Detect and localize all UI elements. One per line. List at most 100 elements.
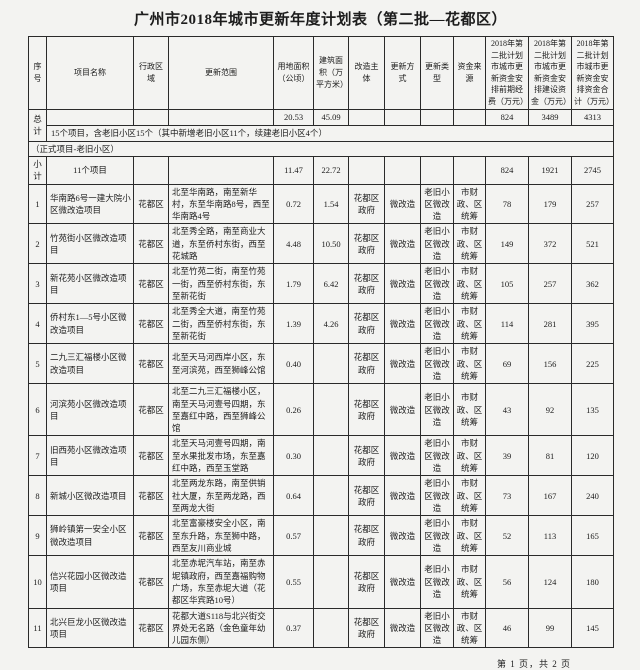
cell-scope: 北至富豪楼安全小区，南至东升路，东至狮中路，西至友川商业城 — [168, 515, 274, 557]
cell-land: 0.72 — [273, 183, 314, 225]
table-row: 3 新花苑小区微改造项目 花都区 北至竹苑二街，南至竹苑一街，西至侨村东街，东至新花街… — [28, 263, 614, 305]
total-pre-fund: 824 — [485, 108, 529, 126]
col-header-total-fund: 2018年第二批计划市城市更新资金安排资金合计（万元） — [571, 36, 614, 110]
page-title: 广州市2018年城市更新年度计划表（第二批—花都区） — [133, 12, 507, 28]
cell-name: 狮岭镇第一安全小区微改造项目 — [46, 515, 134, 557]
cell-no: 6 — [28, 383, 47, 437]
table-row: 5 二九三汇福楼小区微改造项目 花都区 北至天马河西岸小区，东至河滨苑，西至狮峰公馆 0… — [28, 343, 614, 385]
cell-construction: 372 — [528, 223, 572, 265]
cell-method: 微改造 — [384, 223, 421, 265]
cell-land: 0.30 — [273, 435, 314, 477]
cell-scope: 北至华南路，南至新华村，东至华南路8号，西至华南路4号 — [168, 183, 274, 225]
cell-fund: 市财政、区统筹 — [453, 183, 486, 225]
cell-scope: 北至天马河壹号四期，南至水果批发市场，东至嘉红中路，西至玉堂路 — [168, 435, 274, 477]
cell-body: 花都区政府 — [348, 343, 385, 385]
cell-region: 花都区 — [133, 435, 169, 477]
cell-land: 0.55 — [273, 555, 314, 609]
cell-total: 240 — [571, 475, 614, 517]
cell-type: 老旧小区微改造 — [420, 183, 454, 225]
cell-total: 145 — [571, 607, 614, 649]
table-row: 7 旧西苑小区微改造项目 花都区 北至天马河壹号四期，南至水果批发市场，东至嘉红中路，… — [28, 435, 614, 477]
subtotal-name: 11个项目 — [46, 155, 134, 185]
subtotal-build: 22.72 — [313, 155, 349, 185]
cell-pre: 73 — [485, 475, 529, 517]
cell-method: 微改造 — [384, 303, 421, 345]
cell-land: 1.39 — [273, 303, 314, 345]
cell-type: 老旧小区微改造 — [420, 475, 454, 517]
col-header-region: 行政区域 — [133, 36, 169, 110]
cell-no: 10 — [28, 555, 47, 609]
header-row: 序号 项目名称 行政区域 更新范围 用地面积（公顷） 建筑面积（万平方米） 改造… — [28, 36, 614, 110]
cell-method: 微改造 — [384, 263, 421, 305]
cell-total: 362 — [571, 263, 614, 305]
cell-no: 4 — [28, 303, 47, 345]
cell-scope: 北至赤坭汽车站，南至赤坭镇政府，西至嘉福购物广场，东至赤坭大道（花都区华宾路10… — [168, 555, 274, 609]
cell-method: 微改造 — [384, 343, 421, 385]
cell-pre: 69 — [485, 343, 529, 385]
cell-construction: 124 — [528, 555, 572, 609]
table-body: 1 华南路6号一建大院小区微改造项目 花都区 北至华南路，南至新华村，东至华南路8号，… — [28, 183, 614, 649]
cell-construction: 257 — [528, 263, 572, 305]
plan-table: 序号 项目名称 行政区域 更新范围 用地面积（公顷） 建筑面积（万平方米） 改造… — [28, 36, 614, 649]
table-row: 8 新城小区微改造项目 花都区 北至两龙东路，南至供销社大厦，东至两龙路，西至两龙大街… — [28, 475, 614, 517]
cell-no: 1 — [28, 183, 47, 225]
cell-build: 6.42 — [313, 263, 349, 305]
table-row: 2 竹苑街小区微改造项目 花都区 北至秀全路，南至商业大道，东至侨村东街，西至花城路 4… — [28, 223, 614, 265]
cell-build: 1.54 — [313, 183, 349, 225]
cell-construction: 156 — [528, 343, 572, 385]
cell-total: 165 — [571, 515, 614, 557]
cell-type: 老旧小区微改造 — [420, 515, 454, 557]
cell-scope: 北至天马河西岸小区，东至河滨苑，西至狮峰公馆 — [168, 343, 274, 385]
cell-build — [313, 475, 349, 517]
cell-build — [313, 343, 349, 385]
cell-scope: 北至竹苑二街，南至竹苑一街，西至侨村东街，东至新花街 — [168, 263, 274, 305]
cell-total: 257 — [571, 183, 614, 225]
cell-region: 花都区 — [133, 515, 169, 557]
cell-no: 5 — [28, 343, 47, 385]
cell-build: 4.26 — [313, 303, 349, 345]
cell-total: 521 — [571, 223, 614, 265]
subtotal-land: 11.47 — [273, 155, 314, 185]
cell-name: 北兴巨龙小区微改造项目 — [46, 607, 134, 649]
cell-fund: 市财政、区统筹 — [453, 343, 486, 385]
cell-type: 老旧小区微改造 — [420, 223, 454, 265]
cell-body: 花都区政府 — [348, 515, 385, 557]
cell-scope: 北至秀全路，南至商业大道，东至侨村东街，西至花城路 — [168, 223, 274, 265]
cell-land: 0.57 — [273, 515, 314, 557]
cell-build — [313, 555, 349, 609]
subtotal-fund-sum: 2745 — [571, 155, 614, 185]
cell-name: 新城小区微改造项目 — [46, 475, 134, 517]
cell-no: 9 — [28, 515, 47, 557]
cell-method: 微改造 — [384, 607, 421, 649]
cell-scope: 北至秀全大道，南至竹苑二街，西至侨村东街，东至新花街 — [168, 303, 274, 345]
cell-fund: 市财政、区统筹 — [453, 607, 486, 649]
cell-name: 旧西苑小区微改造项目 — [46, 435, 134, 477]
cell-type: 老旧小区微改造 — [420, 263, 454, 305]
table-row: 10 信兴花园小区微改造项目 花都区 北至赤坭汽车站，南至赤坭镇政府，西至嘉福购物广场… — [28, 555, 614, 609]
cell-total: 395 — [571, 303, 614, 345]
cell-scope: 北至两龙东路，南至供销社大厦，东至两龙路，西至两龙大街 — [168, 475, 274, 517]
cell-body: 花都区政府 — [348, 303, 385, 345]
cell-construction: 99 — [528, 607, 572, 649]
cell-no: 2 — [28, 223, 47, 265]
cell-fund: 市财政、区统筹 — [453, 303, 486, 345]
cell-fund: 市财政、区统筹 — [453, 435, 486, 477]
cell-construction: 167 — [528, 475, 572, 517]
total-label: 总计 — [28, 108, 47, 142]
total-construction-fund: 3489 — [528, 108, 572, 126]
cell-no: 3 — [28, 263, 47, 305]
cell-construction: 81 — [528, 435, 572, 477]
cell-construction: 92 — [528, 383, 572, 437]
col-header-method: 更新方式 — [384, 36, 421, 110]
cell-body: 花都区政府 — [348, 475, 385, 517]
cell-fund: 市财政、区统筹 — [453, 555, 486, 609]
cell-pre: 56 — [485, 555, 529, 609]
subtotal-pre-fund: 824 — [485, 155, 529, 185]
col-header-pre-fund: 2018年第二批计划市城市更新资金安排前期经费（万元） — [485, 36, 529, 110]
page-number: 第 1 页，共 2 页 — [496, 659, 571, 670]
cell-type: 老旧小区微改造 — [420, 607, 454, 649]
cell-region: 花都区 — [133, 343, 169, 385]
cell-region: 花都区 — [133, 383, 169, 437]
cell-build — [313, 383, 349, 437]
cell-pre: 149 — [485, 223, 529, 265]
